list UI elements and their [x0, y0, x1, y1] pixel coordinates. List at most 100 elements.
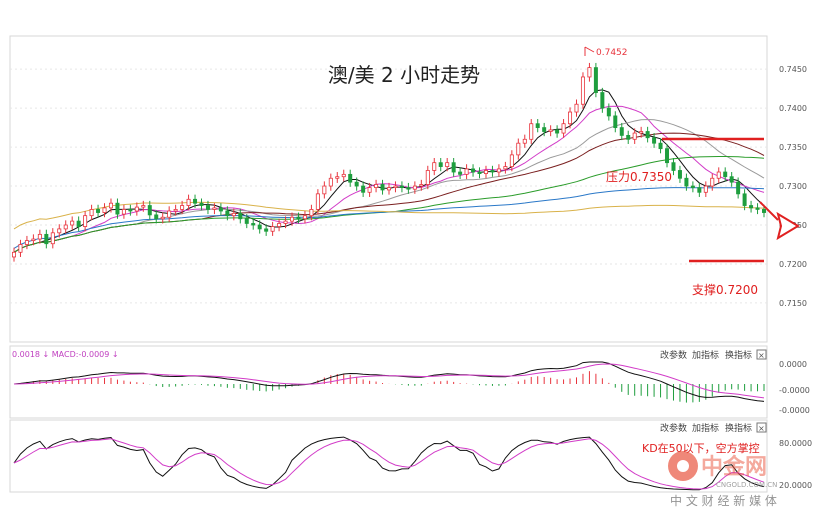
kd-panel-frame — [9, 419, 768, 493]
candle-67 — [445, 158, 450, 172]
candle-body-30 — [205, 205, 210, 210]
macd-panel-frame — [9, 345, 768, 419]
candle-body-84 — [555, 129, 560, 134]
candle-body-101 — [665, 148, 670, 164]
candle-body-61 — [406, 187, 411, 190]
candle-body-4 — [37, 233, 42, 240]
macd-add-indicator-button[interactable]: 加指标 — [692, 349, 719, 361]
candle-65 — [432, 158, 437, 176]
candle-91 — [600, 87, 605, 113]
candle-31 — [212, 203, 217, 215]
candle-body-89 — [587, 67, 592, 78]
candle-47 — [315, 189, 320, 215]
candle-body-14 — [102, 207, 107, 213]
candle-body-21 — [147, 205, 152, 216]
candle-body-94 — [619, 127, 624, 136]
macd-edit-params-button[interactable]: 改参数 — [660, 349, 687, 361]
macd-switch-indicator-button[interactable]: 换指标 — [725, 349, 752, 361]
candle-body-48 — [322, 185, 327, 195]
candle-body-6 — [50, 232, 55, 245]
candlesticks — [11, 62, 767, 262]
candle-body-3 — [31, 238, 36, 241]
candle-83 — [548, 125, 553, 137]
watermark-brand: 中金网 — [701, 454, 767, 480]
candle-body-58 — [386, 187, 391, 191]
candle-body-111 — [729, 176, 734, 183]
watermark-slogan: 中 文 财 经 新 媒 体 — [670, 493, 777, 508]
candle-body-38 — [257, 224, 262, 230]
trend-arrow-icon — [759, 201, 800, 241]
candle-body-18 — [128, 209, 133, 212]
candle-109 — [716, 167, 721, 183]
candle-40 — [270, 221, 275, 236]
svg-text:×: × — [758, 351, 765, 360]
candle-body-39 — [264, 228, 269, 232]
kd-add-indicator-button[interactable]: 加指标 — [692, 422, 719, 434]
candle-body-113 — [742, 193, 747, 206]
candle-body-41 — [277, 223, 282, 227]
candle-64 — [425, 165, 430, 190]
candle-body-53 — [354, 181, 359, 187]
candle-body-97 — [639, 131, 644, 134]
candle-20 — [141, 200, 146, 212]
price-tick-6: 0.7450 — [779, 65, 807, 74]
candle-35 — [238, 208, 243, 224]
candle-9 — [70, 216, 75, 230]
candle-24 — [167, 206, 172, 222]
chart-title: 澳/美 2 小时走势 — [328, 63, 480, 87]
macd-close-icon[interactable] — [756, 349, 767, 360]
candle-110 — [723, 167, 728, 182]
macd-header: 0.0018 ↓ MACD:-0.0009 ↓ — [12, 350, 119, 359]
candle-54 — [361, 181, 366, 197]
macd-dea-line — [13, 363, 765, 399]
candle-84 — [555, 125, 560, 138]
candle-body-46 — [309, 209, 314, 217]
candle-body-64 — [425, 170, 430, 185]
candle-92 — [606, 103, 611, 121]
candle-body-76 — [503, 166, 508, 170]
candle-28 — [193, 194, 198, 208]
candle-body-71 — [471, 168, 476, 173]
candle-11 — [83, 210, 88, 232]
candle-43 — [290, 212, 295, 226]
candle-4 — [37, 229, 42, 244]
candle-body-81 — [535, 123, 540, 129]
candle-16 — [115, 198, 120, 219]
candle-80 — [529, 119, 534, 144]
candle-102 — [671, 158, 676, 176]
candle-body-52 — [348, 173, 353, 183]
candle-60 — [399, 181, 404, 193]
candle-97 — [639, 126, 644, 138]
candle-body-10 — [76, 220, 81, 227]
candle-82 — [542, 122, 547, 137]
kd-close-icon[interactable] — [756, 422, 767, 433]
candle-body-32 — [218, 207, 223, 212]
kd-toolbar: 改参数 加指标 换指标 × — [660, 422, 767, 434]
candle-59 — [393, 181, 398, 193]
candle-104 — [684, 173, 689, 191]
candle-body-26 — [180, 205, 185, 210]
candle-25 — [173, 204, 178, 216]
candle-body-36 — [244, 218, 249, 224]
price-tick-5: 0.7400 — [779, 104, 807, 113]
candle-50 — [335, 172, 340, 183]
candle-body-27 — [186, 198, 191, 206]
candle-body-83 — [548, 129, 553, 132]
price-gridlines — [10, 68, 767, 304]
candle-body-49 — [328, 177, 333, 187]
candle-body-59 — [393, 185, 398, 189]
candle-body-22 — [154, 214, 159, 220]
kd-edit-params-button[interactable]: 改参数 — [660, 422, 687, 434]
ma-200-line — [13, 201, 765, 230]
candle-body-60 — [399, 185, 404, 189]
kd-switch-indicator-button[interactable]: 换指标 — [725, 422, 752, 434]
candle-8 — [63, 220, 68, 234]
candle-body-80 — [529, 123, 534, 140]
candle-body-29 — [199, 202, 204, 206]
candle-41 — [277, 218, 282, 232]
candle-body-88 — [580, 76, 585, 105]
candle-79 — [522, 134, 527, 148]
candle-46 — [309, 204, 314, 221]
macd-toolbar: 改参数 加指标 换指标 × — [660, 349, 767, 361]
candle-body-68 — [451, 162, 456, 173]
